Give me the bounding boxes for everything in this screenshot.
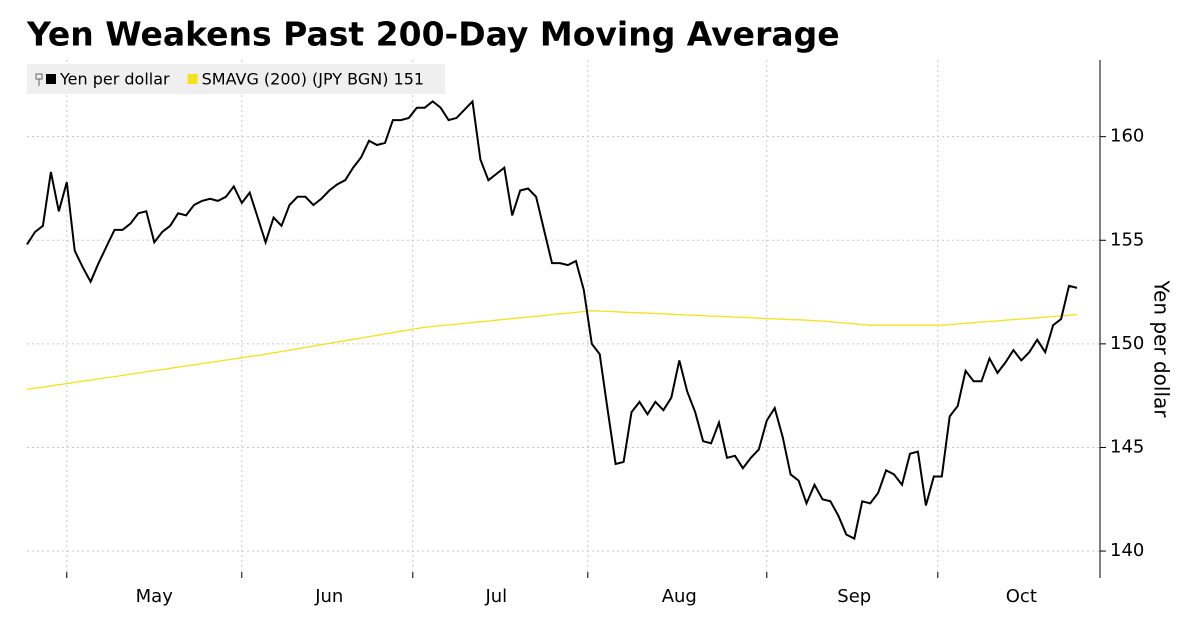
x-tick-label: May (136, 586, 174, 607)
x-tick-label: Sep (837, 586, 871, 607)
legend-swatch (187, 74, 198, 84)
series-line (26, 310, 1078, 391)
legend-box (27, 64, 445, 94)
chart-title: Yen Weakens Past 200-Day Moving Average (26, 15, 840, 54)
series-line (26, 99, 1078, 541)
x-tick-label: Aug (662, 586, 697, 607)
y-axis-label: Yen per dollar (1150, 279, 1174, 418)
x-tick-label: Jul (484, 586, 507, 607)
y-tick-label: 160 (1110, 126, 1144, 147)
y-tick-label: 150 (1110, 333, 1144, 354)
x-tick-label: Jun (314, 586, 343, 607)
legend-label: Yen per dollar (59, 70, 170, 89)
legend: Yen per dollar SMAVG (200) (JPY BGN) 151 (27, 64, 445, 94)
y-tick-label: 145 (1110, 436, 1144, 457)
y-tick-label: 140 (1110, 540, 1144, 561)
legend-label: SMAVG (200) (JPY BGN) 151 (202, 70, 424, 89)
y-tick-label: 155 (1110, 229, 1144, 250)
legend-icon (35, 73, 43, 86)
x-tick-label: Oct (1006, 586, 1037, 607)
legend-swatch (46, 74, 56, 84)
